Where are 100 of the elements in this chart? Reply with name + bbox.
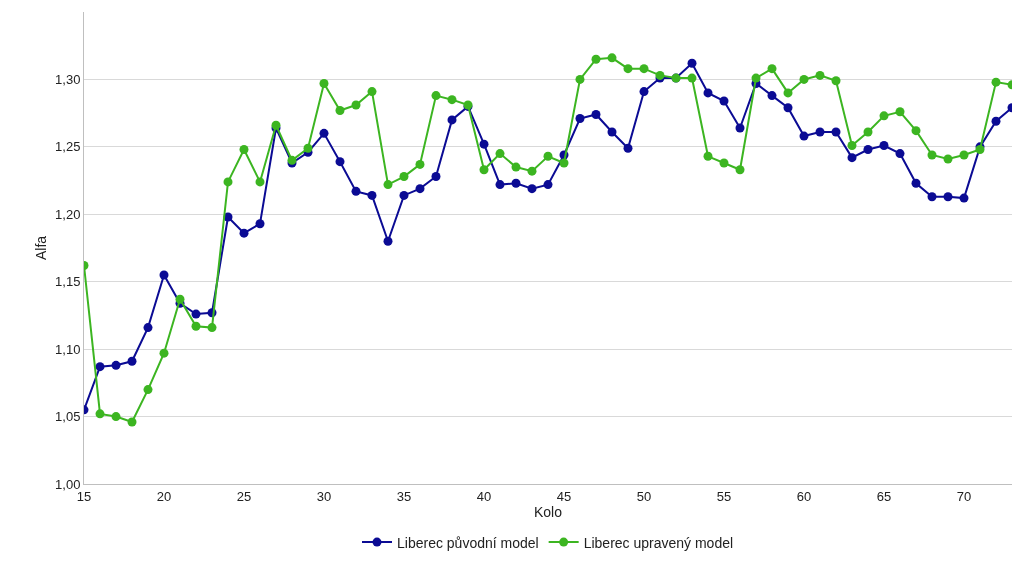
point xyxy=(687,58,697,68)
point xyxy=(191,309,201,319)
point xyxy=(735,123,745,133)
y-axis-title: Alfa xyxy=(33,235,49,261)
point xyxy=(175,294,185,304)
point xyxy=(495,180,505,190)
x-tick-label: 55 xyxy=(716,488,732,504)
point xyxy=(111,412,121,422)
point xyxy=(991,116,1001,126)
point xyxy=(319,128,329,138)
point xyxy=(639,64,649,74)
y-tick-label: 1,10 xyxy=(55,341,81,357)
point xyxy=(895,107,905,117)
point xyxy=(319,78,329,88)
point xyxy=(95,362,105,372)
point xyxy=(527,166,537,176)
point xyxy=(591,54,601,64)
x-tick-label: 45 xyxy=(556,488,572,504)
point xyxy=(591,109,601,119)
point xyxy=(815,70,825,80)
point xyxy=(255,219,265,229)
x-tick-label: 20 xyxy=(156,488,172,504)
point xyxy=(927,192,937,202)
point xyxy=(959,150,969,160)
point xyxy=(351,186,361,196)
y-tick-label: 1,05 xyxy=(55,409,81,425)
x-tick-label: 60 xyxy=(796,488,812,504)
y-tick-label: 1,30 xyxy=(55,71,81,87)
point xyxy=(639,87,649,97)
point xyxy=(543,180,553,190)
point xyxy=(111,360,121,370)
point xyxy=(911,178,921,188)
x-tick-label: 65 xyxy=(876,488,892,504)
x-tick-label: 40 xyxy=(476,488,492,504)
point xyxy=(879,111,889,121)
point xyxy=(399,172,409,182)
y-tick-label: 1,25 xyxy=(55,139,81,155)
point xyxy=(735,165,745,175)
point xyxy=(415,159,425,169)
point xyxy=(847,153,857,163)
point xyxy=(447,95,457,105)
x-tick-label: 25 xyxy=(236,488,252,504)
point xyxy=(143,385,153,395)
point xyxy=(127,417,137,427)
point xyxy=(351,100,361,110)
point xyxy=(367,87,377,97)
point xyxy=(751,73,761,83)
point xyxy=(543,151,553,161)
point xyxy=(607,127,617,137)
y-tick-label: 1,20 xyxy=(55,206,81,222)
point xyxy=(335,157,345,167)
point xyxy=(127,356,137,366)
point xyxy=(511,162,521,172)
point xyxy=(559,158,569,168)
x-tick-label: 70 xyxy=(956,488,972,504)
point xyxy=(399,190,409,200)
point xyxy=(815,127,825,137)
point xyxy=(207,323,217,333)
point xyxy=(143,323,153,333)
point xyxy=(159,270,169,280)
point xyxy=(943,154,953,164)
point xyxy=(719,158,729,168)
point xyxy=(847,141,857,151)
point xyxy=(495,149,505,159)
point xyxy=(447,115,457,125)
y-tick-label: 1,15 xyxy=(55,274,81,290)
point xyxy=(223,177,233,187)
point xyxy=(575,74,585,84)
legend-label: Liberec upravený model xyxy=(583,534,734,551)
point xyxy=(703,151,713,161)
point xyxy=(623,143,633,153)
point xyxy=(943,192,953,202)
point xyxy=(831,127,841,137)
point xyxy=(607,53,617,63)
point xyxy=(255,177,265,187)
legend-label: Liberec původní model xyxy=(397,534,539,551)
point xyxy=(767,91,777,101)
point xyxy=(415,184,425,194)
point xyxy=(991,77,1001,87)
point xyxy=(783,88,793,98)
point xyxy=(879,141,889,151)
point xyxy=(527,184,537,194)
point xyxy=(911,126,921,136)
point xyxy=(895,149,905,159)
point xyxy=(367,190,377,200)
point xyxy=(799,74,809,84)
point xyxy=(687,73,697,83)
point xyxy=(335,105,345,115)
x-tick-label: 35 xyxy=(396,488,412,504)
point xyxy=(623,64,633,74)
point xyxy=(575,114,585,124)
point xyxy=(959,193,969,203)
x-axis-title: Kolo xyxy=(533,503,563,520)
point xyxy=(927,150,937,160)
point xyxy=(191,321,201,331)
point xyxy=(799,131,809,141)
point xyxy=(479,139,489,149)
point xyxy=(159,348,169,358)
point xyxy=(863,127,873,137)
point xyxy=(239,145,249,155)
